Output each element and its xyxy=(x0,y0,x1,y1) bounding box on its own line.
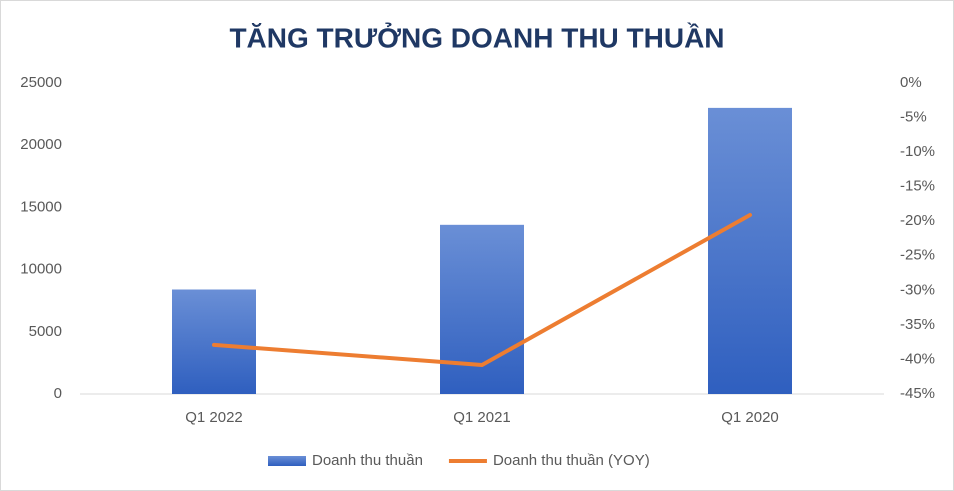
x-tick-label: Q1 2022 xyxy=(185,409,243,426)
x-tick-label: Q1 2021 xyxy=(453,409,511,426)
bar xyxy=(172,289,256,394)
y2-tick-label: -35% xyxy=(900,316,935,333)
y2-tick-label: -15% xyxy=(900,178,935,195)
y2-tick-label: -25% xyxy=(900,247,935,264)
bar xyxy=(440,224,524,394)
y2-tick-label: 0% xyxy=(900,74,922,91)
legend-label: Doanh thu thuần xyxy=(312,452,423,469)
y-tick-label: 10000 xyxy=(20,261,62,278)
legend-label: Doanh thu thuần (YOY) xyxy=(493,452,650,469)
y-tick-label: 15000 xyxy=(20,198,62,215)
y-tick-label: 5000 xyxy=(29,323,62,340)
y2-tick-label: -5% xyxy=(900,109,927,126)
y2-tick-label: -30% xyxy=(900,281,935,298)
y2-tick-label: -10% xyxy=(900,143,935,160)
y2-tick-label: -45% xyxy=(900,385,935,402)
bar xyxy=(708,107,792,394)
legend-swatch xyxy=(268,456,306,466)
chart-title: TĂNG TRƯỞNG DOANH THU THUẦN xyxy=(229,21,724,53)
y-tick-label: 20000 xyxy=(20,136,62,153)
y2-tick-label: -40% xyxy=(900,350,935,367)
x-tick-label: Q1 2020 xyxy=(721,409,779,426)
line xyxy=(212,213,752,367)
y-tick-label: 0 xyxy=(54,385,62,402)
y-tick-label: 25000 xyxy=(20,74,62,91)
y2-tick-label: -20% xyxy=(900,212,935,229)
